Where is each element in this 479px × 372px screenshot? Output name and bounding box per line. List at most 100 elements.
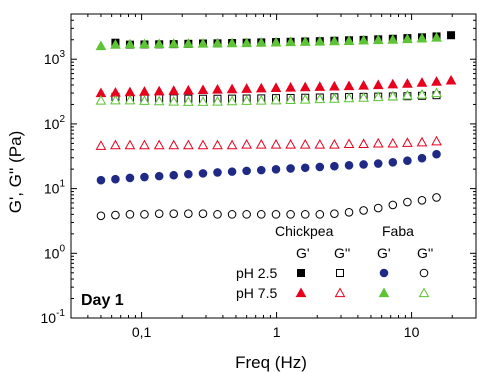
data-point — [198, 209, 208, 218]
data-point — [197, 139, 209, 150]
data-point — [372, 91, 384, 102]
legend-modulus-faba-gp: G' — [377, 245, 391, 261]
data-point — [314, 139, 326, 149]
data-point — [168, 38, 180, 48]
y-tick-label: 100 — [44, 243, 66, 261]
x-tick-label: 10 — [404, 324, 420, 340]
data-point — [315, 162, 325, 172]
legend-group-chickpea: Chickpea — [275, 223, 334, 239]
data-point — [271, 210, 281, 219]
data-point — [184, 209, 193, 218]
y-tick-label: 102 — [44, 114, 66, 132]
data-point — [198, 169, 208, 178]
data-point — [153, 95, 165, 106]
data-point — [168, 85, 180, 95]
data-point — [416, 77, 428, 87]
series-3 — [95, 135, 442, 150]
data-point — [329, 93, 340, 103]
data-point — [403, 197, 412, 207]
data-point — [372, 79, 384, 90]
data-point — [241, 37, 252, 48]
data-point — [402, 89, 413, 100]
data-point — [447, 31, 456, 40]
data-point — [96, 175, 106, 185]
data-point — [242, 210, 251, 219]
data-point — [241, 95, 252, 105]
data-point — [431, 76, 442, 86]
data-point — [300, 163, 310, 173]
data-point — [153, 139, 165, 150]
legend-marker — [378, 287, 390, 298]
data-point — [111, 210, 120, 220]
data-point — [299, 139, 311, 149]
data-point — [125, 173, 135, 183]
data-point — [286, 164, 295, 173]
data-point — [153, 85, 165, 96]
data-point — [95, 94, 107, 105]
data-point — [270, 139, 282, 149]
data-point — [431, 135, 442, 146]
data-point — [445, 74, 457, 85]
legend-row-ph25: pH 2.5 — [236, 265, 277, 281]
data-point — [255, 82, 267, 93]
legend-modulus-chickpea-gpp: G'' — [334, 245, 350, 261]
data-point — [299, 81, 311, 92]
data-point — [95, 140, 107, 150]
data-point — [139, 95, 150, 105]
data-point — [344, 161, 354, 170]
data-point — [182, 96, 194, 106]
data-point — [372, 34, 384, 45]
data-point — [388, 158, 398, 167]
data-point — [139, 139, 150, 150]
data-point — [343, 138, 355, 149]
y-tick-label: 101 — [44, 179, 66, 197]
data-point — [402, 33, 413, 44]
data-point — [330, 161, 339, 171]
data-point — [416, 32, 428, 43]
legend-marker — [418, 287, 430, 298]
data-point — [358, 92, 369, 102]
series-4 — [96, 149, 441, 185]
data-point — [154, 209, 164, 218]
y-tick-label: 10-1 — [41, 308, 66, 326]
data-point — [299, 94, 311, 104]
data-point — [241, 139, 252, 149]
data-point — [124, 94, 136, 105]
y-axis-title: G', G'' (Pa) — [6, 131, 25, 213]
data-point — [358, 80, 369, 90]
legend-markers — [295, 268, 430, 298]
data-point — [300, 210, 310, 219]
legend-marker — [334, 287, 346, 298]
data-point — [286, 210, 295, 219]
data-point — [343, 80, 355, 91]
data-point — [153, 38, 165, 49]
data-point — [432, 193, 441, 202]
legend-row-ph75: pH 7.5 — [236, 285, 277, 301]
data-point — [329, 80, 340, 91]
data-point — [212, 84, 223, 94]
data-point — [432, 149, 441, 159]
data-point — [111, 174, 120, 184]
data-point — [387, 90, 399, 101]
data-point — [96, 211, 106, 221]
legend-marker — [295, 287, 307, 298]
series-6 — [95, 32, 442, 51]
data-point — [169, 170, 179, 180]
data-point — [110, 39, 121, 49]
data-point — [182, 38, 194, 48]
data-point — [154, 171, 164, 181]
legend-modulus-chickpea-gp: G' — [296, 245, 310, 261]
data-point — [417, 195, 427, 205]
data-point — [226, 37, 238, 48]
data-point — [358, 138, 369, 149]
data-point — [212, 139, 223, 150]
data-point — [285, 139, 296, 149]
legend-marker — [419, 268, 429, 278]
data-point — [315, 210, 325, 219]
y-tick-label: 103 — [44, 49, 66, 67]
legend: Chickpea Faba G' G'' G' G'' pH 2.5 pH 7.… — [236, 223, 433, 301]
data-point — [213, 168, 222, 177]
data-point — [226, 83, 238, 94]
data-point — [387, 137, 399, 148]
